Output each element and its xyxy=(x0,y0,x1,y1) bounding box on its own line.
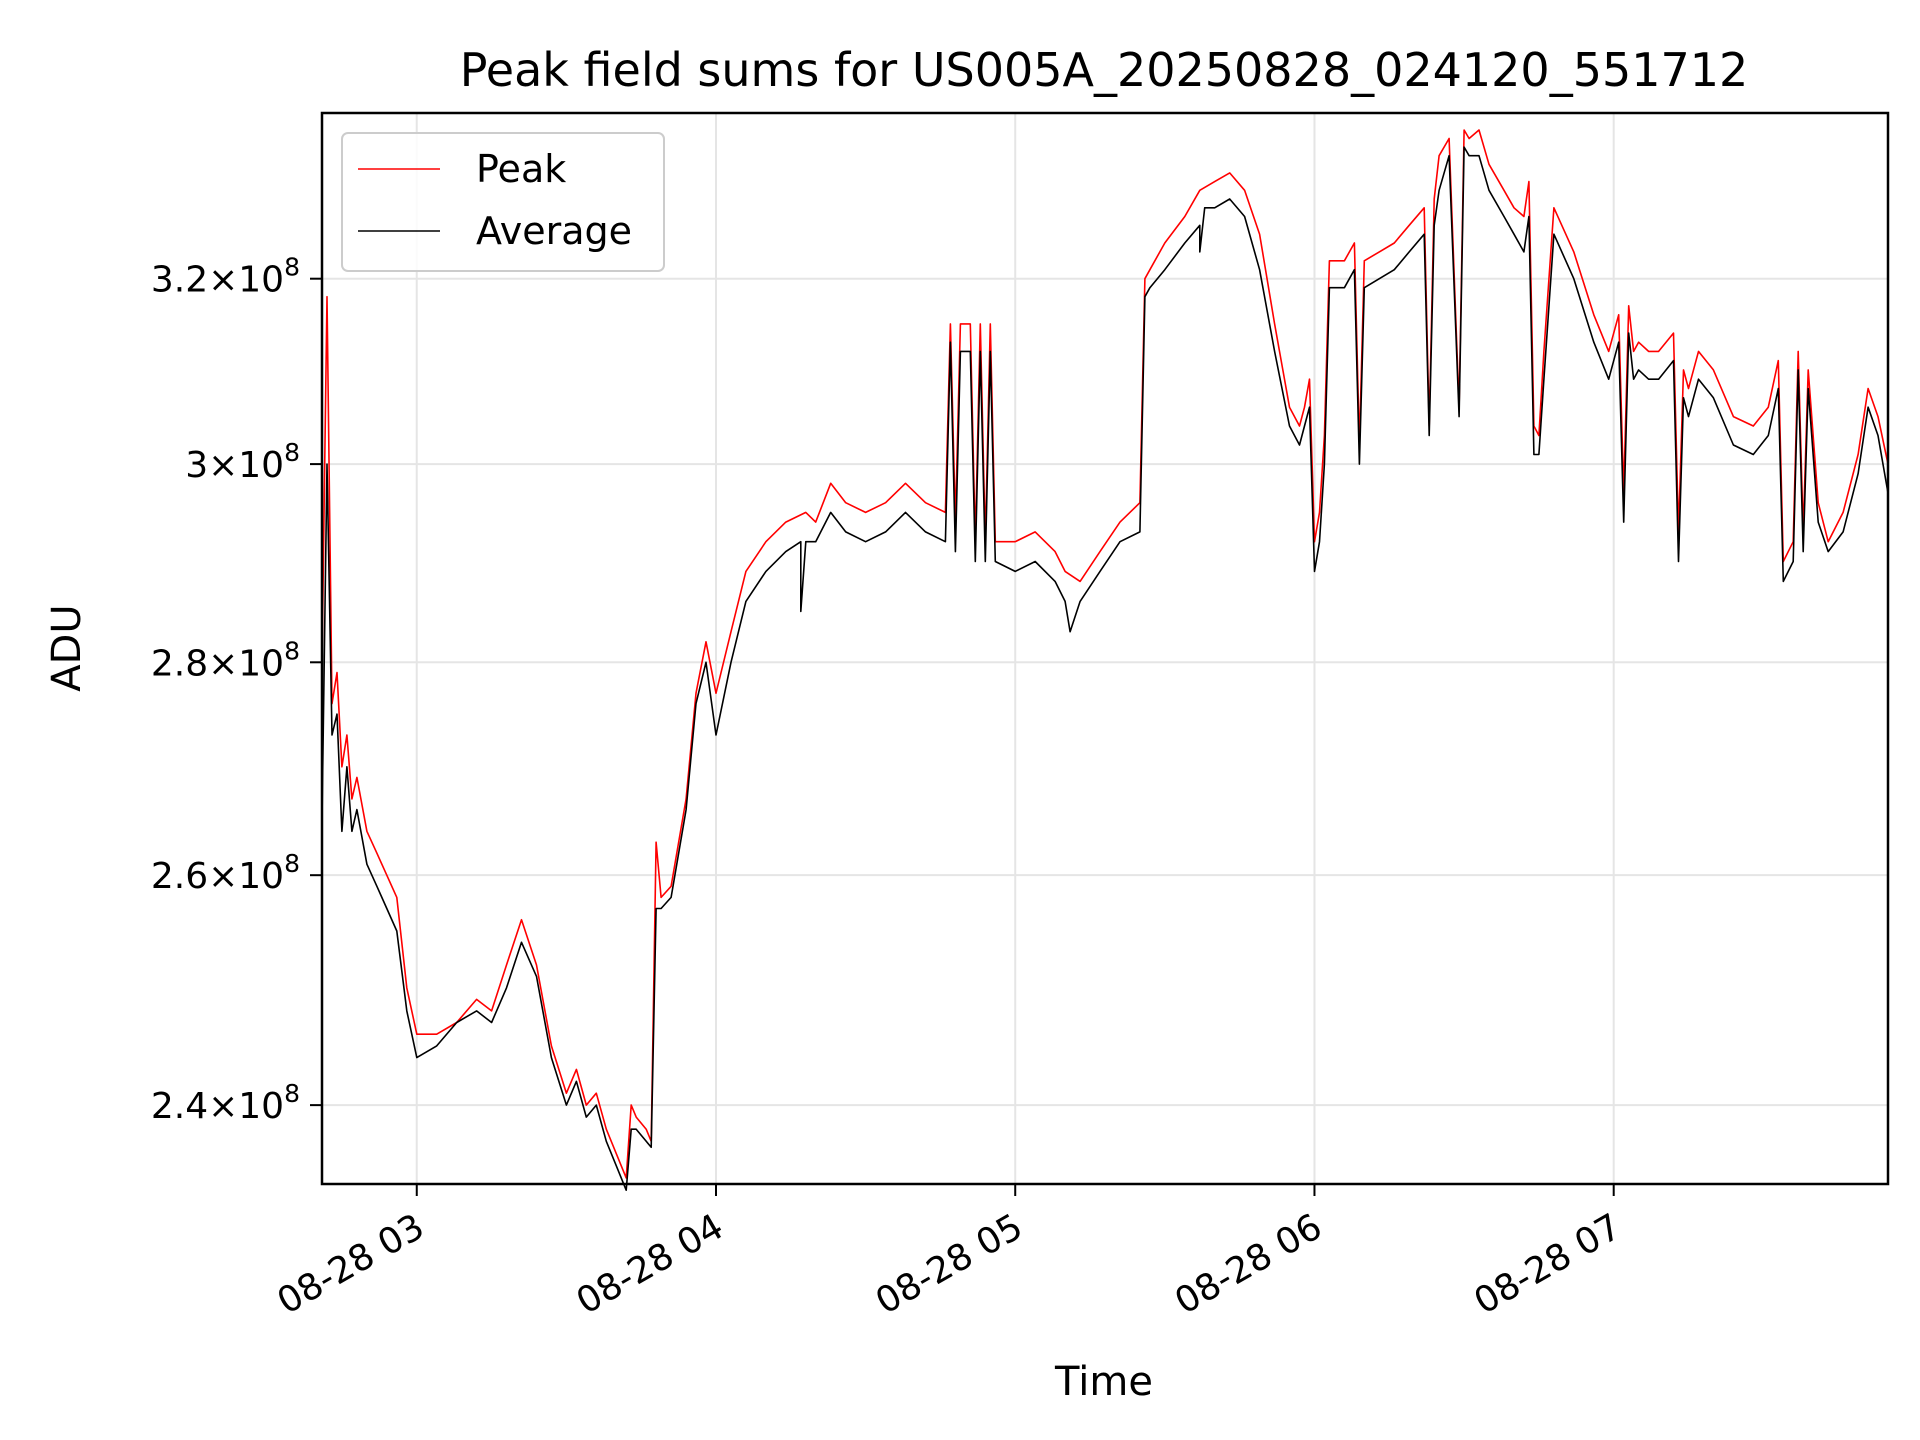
y-tick-label-4: 3.2×108 xyxy=(151,253,300,301)
legend-label-average: Average xyxy=(476,209,632,253)
y-tick-label-2: 2.8×108 xyxy=(151,636,300,684)
y-tick-label-3: 3×108 xyxy=(185,438,300,486)
x-axis-label: Time xyxy=(1054,1359,1153,1405)
chart-title: Peak field sums for US005A_20250828_0241… xyxy=(460,43,1749,97)
y-axis-label: ADU xyxy=(44,604,90,691)
y-axis-ticks: 2.4×108 2.6×108 2.8×108 3×108 3.2×108 xyxy=(151,253,322,1127)
legend-box xyxy=(341,132,665,272)
y-tick-label-1: 2.6×108 xyxy=(151,849,300,897)
series-line-peak xyxy=(321,129,1889,1179)
series-group xyxy=(321,129,1889,1191)
plot-frame xyxy=(320,111,1890,1186)
legend-label-peak: Peak xyxy=(476,147,566,191)
y-tick-label-0: 2.4×108 xyxy=(151,1079,300,1127)
legend: Peak Average xyxy=(341,132,665,272)
series-line-average xyxy=(321,146,1889,1191)
